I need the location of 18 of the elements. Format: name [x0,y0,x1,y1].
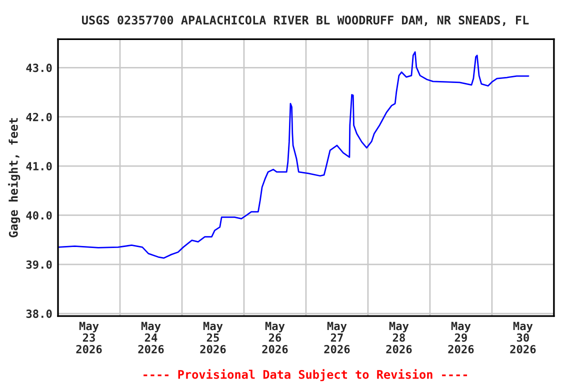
y-tick-label: 40.0 [26,211,52,220]
y-tick-label: 43.0 [26,64,52,72]
y-tick-label: 38.0 [26,310,52,318]
x-tick-label: May 30 2026 [510,322,536,354]
x-tick-label: May 23 2026 [76,322,102,354]
x-tick-label: May 28 2026 [386,322,412,354]
x-tick-label: May 29 2026 [448,322,474,354]
x-tick-label: May 25 2026 [200,322,226,354]
y-axis-title: Gage height, feet [8,118,20,238]
y-tick-label: 39.0 [26,260,52,269]
y-tick-label: 41.0 [26,162,52,170]
text: ---- Provisional Data Subject to Revision ---- [144,369,468,382]
x-tick-label: May 26 2026 [262,322,288,354]
y-tick-label: 42.0 [26,112,52,122]
line-series [58,51,530,259]
x-tick-label: May 27 2026 [324,322,350,354]
x-tick-label: May 24 2026 [138,322,164,354]
chart-title: USGS 02357700 APALACHICOLA RIVER BL WOODRUFF DAM, NR SNEADS, FL [82,16,529,26]
